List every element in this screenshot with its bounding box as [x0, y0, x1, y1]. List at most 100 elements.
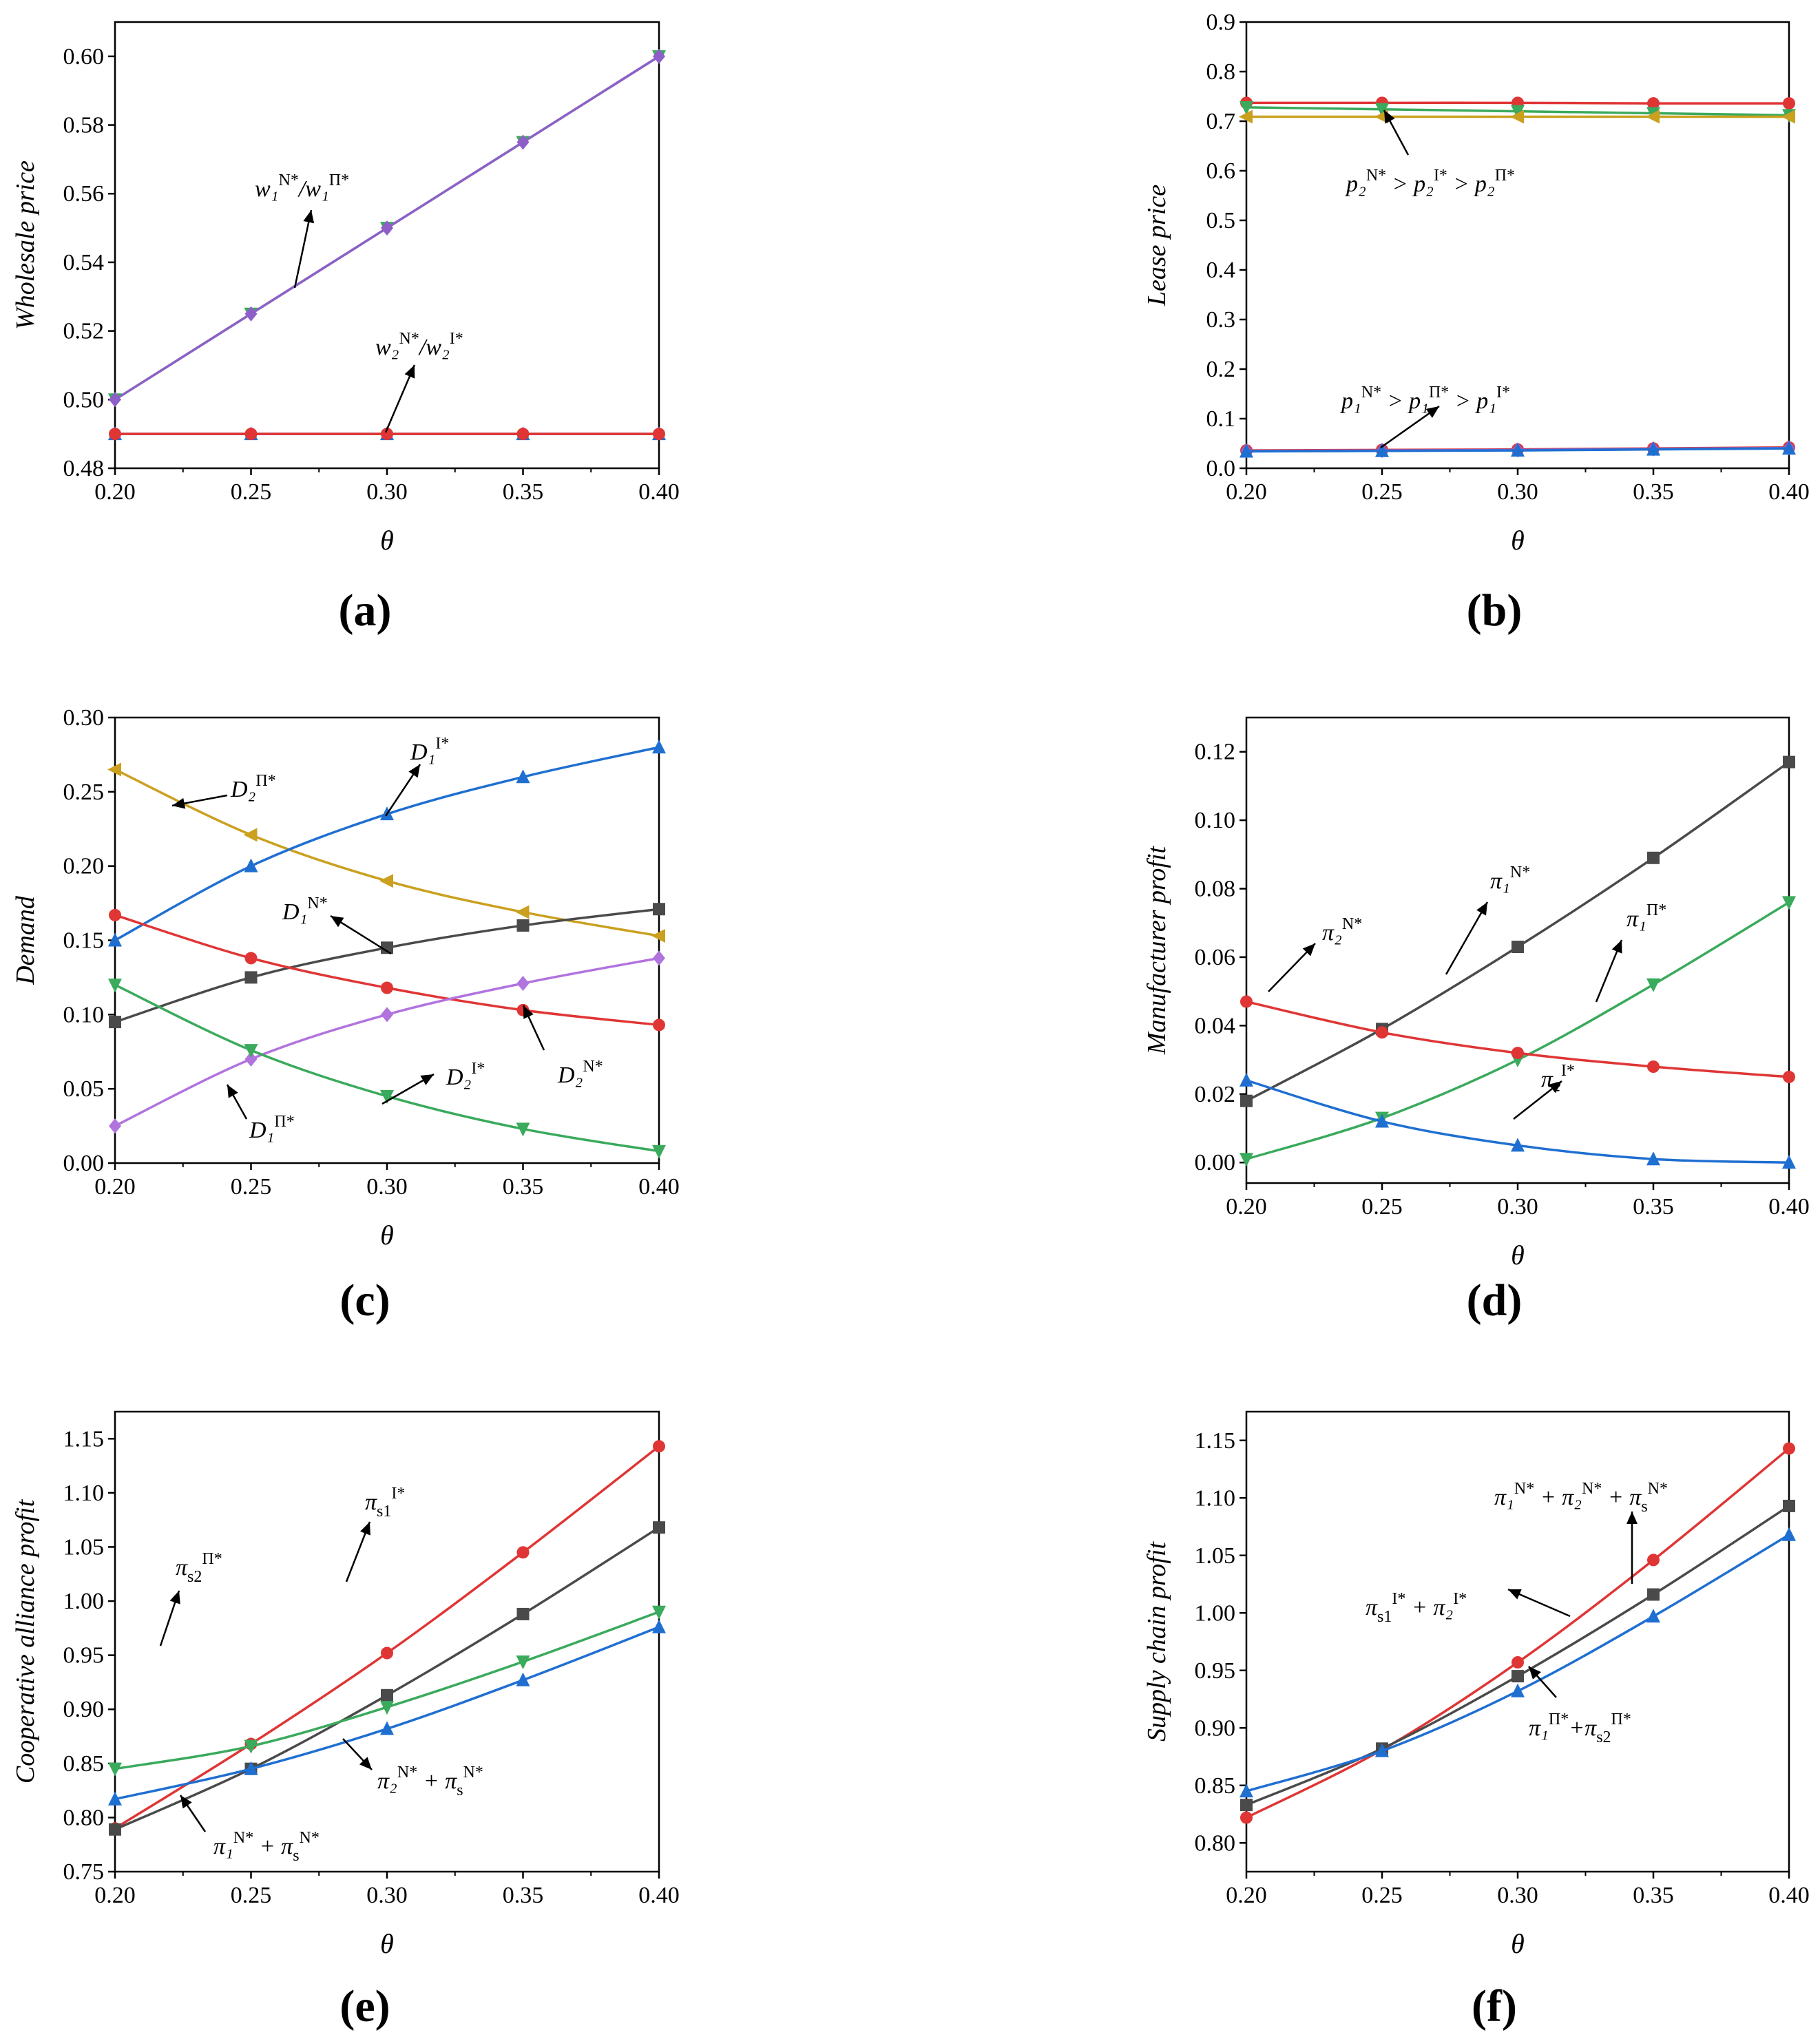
- annotation-label-sup2: N*: [300, 1829, 320, 1847]
- y-tick-label: 0.90: [1195, 1715, 1236, 1741]
- data-point: [1783, 1499, 1795, 1512]
- y-tick-label: 1.15: [1195, 1428, 1236, 1454]
- annotation-arrow-head: [1425, 406, 1439, 418]
- annotation-arrow-head: [331, 916, 344, 928]
- plot-frame: [1245, 21, 1790, 470]
- annotation-label-sup: Π*: [255, 772, 275, 790]
- data-point: [109, 908, 121, 921]
- annotation-label-sup: N*: [397, 1764, 417, 1781]
- data-point: [653, 1521, 665, 1534]
- data-point: [1240, 995, 1253, 1008]
- data-point: [1511, 105, 1525, 119]
- annotation-label: π₂I*: [1541, 1062, 1575, 1092]
- y-tick-label: 1.05: [63, 1534, 105, 1560]
- annotation-label-sub2: s: [293, 1847, 299, 1865]
- data-point: [244, 858, 258, 872]
- data-point: [1375, 1113, 1389, 1128]
- x-tick-label: 0.25: [231, 1174, 272, 1200]
- x-tick-label: 0.35: [1633, 1883, 1674, 1908]
- panel-label: (a): [339, 585, 392, 636]
- annotation-label-sub2: s2: [1596, 1728, 1611, 1746]
- data-point: [381, 428, 393, 441]
- data-point: [1240, 443, 1253, 458]
- annotation-label-text2: + π: [417, 1768, 457, 1794]
- data-point: [516, 1672, 530, 1686]
- y-tick-label: 0.54: [63, 250, 105, 275]
- data-point: [1781, 109, 1795, 124]
- data-point: [516, 134, 530, 150]
- x-tick-label: 0.40: [1768, 1883, 1810, 1908]
- annotation-label-sup2: Π*: [1429, 384, 1449, 401]
- data-point: [108, 1762, 122, 1777]
- annotation-arrow-head: [169, 1591, 180, 1604]
- annotation-label-text2: +π: [1569, 1715, 1597, 1741]
- series-1: [109, 48, 665, 408]
- panel-label: (f): [1472, 1981, 1517, 2031]
- data-point: [516, 976, 530, 992]
- y-tick-label: 0.05: [63, 1076, 105, 1102]
- data-point: [1782, 441, 1796, 455]
- panel-label: (e): [339, 1981, 390, 2031]
- annotation-label-text2: + π₂: [1405, 1595, 1453, 1620]
- x-axis-label: θ: [1511, 525, 1525, 556]
- annotation-label-text2: > p₁: [1381, 388, 1429, 414]
- y-tick-label: 0.10: [63, 1002, 105, 1027]
- y-tick-label: 0.04: [1195, 1013, 1236, 1038]
- annotation-label-sup: I*: [471, 1060, 485, 1078]
- y-tick-label: 0.80: [1195, 1830, 1236, 1856]
- data-point: [244, 971, 258, 984]
- data-point: [1510, 109, 1524, 124]
- panel-label: (d): [1467, 1275, 1523, 1326]
- series-3: [109, 428, 665, 441]
- x-tick-label: 0.25: [231, 1883, 272, 1908]
- y-axis-label: Lease price: [1142, 185, 1171, 306]
- annotation-label-text: π₂: [1322, 920, 1342, 945]
- annotation-arrow-head: [1384, 110, 1395, 124]
- y-axis-label: Manufacturer profit: [1142, 845, 1171, 1055]
- x-tick-label: 0.20: [94, 1883, 136, 1908]
- annotation-label-sup: N*: [1510, 864, 1530, 881]
- data-point: [109, 1823, 121, 1836]
- y-tick-label: 0.3: [1206, 307, 1236, 333]
- annotation-label-text: D₂: [446, 1065, 471, 1090]
- annotation-label: w₁N*/w₁Π*: [255, 171, 349, 202]
- y-tick-label: 0.00: [1195, 1150, 1236, 1175]
- series-line: [1246, 1505, 1790, 1806]
- annotation-arrow-head: [1529, 1666, 1541, 1680]
- data-point: [108, 932, 122, 947]
- data-point: [1783, 1442, 1795, 1455]
- data-point: [1512, 1047, 1524, 1060]
- series-line: [114, 768, 660, 937]
- series-1: [1240, 1499, 1795, 1812]
- annotation-label: D₁N*: [282, 895, 328, 925]
- annotation-arrow-head: [359, 1522, 370, 1536]
- x-axis-label: θ: [1511, 1240, 1525, 1271]
- data-point: [109, 428, 121, 441]
- annotation-label: π₁Π*+πs2Π*: [1529, 1711, 1631, 1746]
- data-point: [1782, 896, 1796, 910]
- annotation-label-sup: N*: [399, 330, 419, 348]
- y-tick-label: 1.05: [1195, 1543, 1236, 1569]
- annotation-label-sup: Π*: [202, 1550, 222, 1568]
- series-1: [108, 740, 666, 947]
- y-tick-label: 0.85: [1195, 1773, 1236, 1799]
- y-tick-label: 0.20: [63, 854, 105, 879]
- y-tick-label: 0.95: [1195, 1658, 1236, 1684]
- x-tick-label: 0.25: [1361, 1194, 1403, 1220]
- annotation-label: πs2Π*: [176, 1550, 222, 1586]
- annotation-label-sup: N*: [307, 895, 327, 912]
- data-point: [109, 1016, 121, 1029]
- annotation-label-text2: + π₂: [1534, 1485, 1582, 1510]
- y-tick-label: 0.60: [63, 44, 105, 70]
- y-tick-label: 0.0: [1206, 456, 1236, 481]
- x-tick-label: 0.35: [503, 479, 544, 505]
- annotation-label-text: p₂: [1345, 171, 1366, 197]
- annotation-label: π₁N*: [1490, 864, 1530, 894]
- annotation-label-sup2: I*: [1434, 167, 1447, 185]
- x-tick-label: 0.35: [1633, 1194, 1674, 1220]
- x-tick-label: 0.20: [94, 1174, 136, 1200]
- data-point: [1511, 443, 1525, 457]
- annotation-label-sup: Π*: [1549, 1711, 1569, 1728]
- annotation-arrow-head: [227, 1085, 238, 1098]
- chart-panel-f: 0.20 0.25 0.30 0.35 0.40 0.80 0.85 0.90 0.95 1.00…: [1142, 1410, 1810, 2031]
